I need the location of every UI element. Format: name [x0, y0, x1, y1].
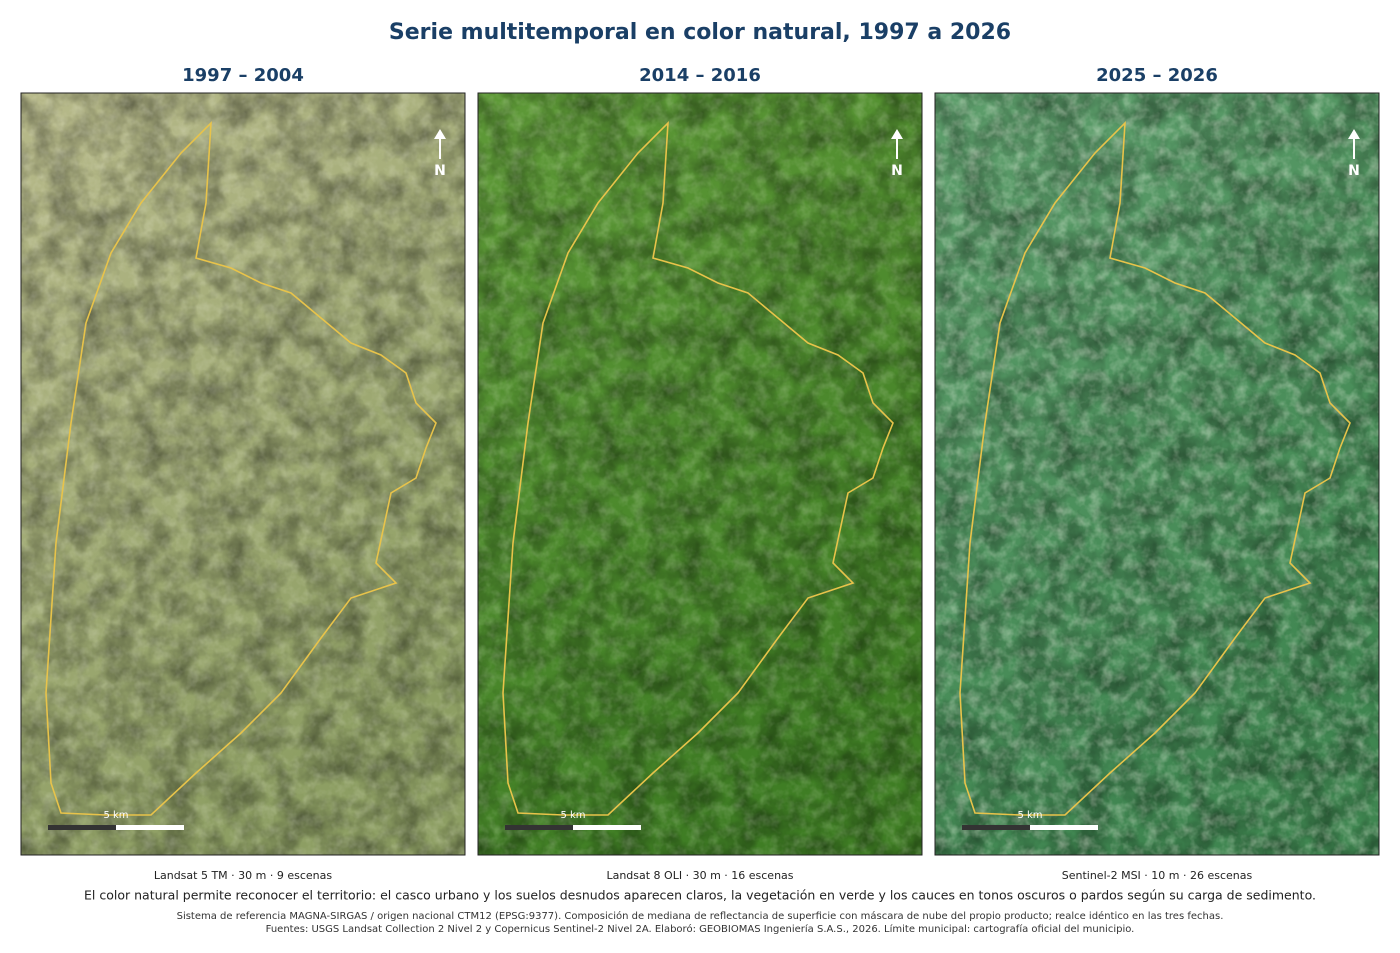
- map-panel: N 5 km: [934, 92, 1380, 856]
- municipal-boundary: [45, 120, 437, 816]
- scale-label: 5 km: [103, 810, 128, 821]
- north-label: N: [1348, 163, 1360, 179]
- panel-title: 2014 – 2016: [639, 65, 761, 86]
- sensor-caption: Landsat 8 OLI · 30 m · 16 escenas: [606, 869, 793, 882]
- scale-label: 5 km: [1017, 810, 1042, 821]
- note: Fuentes: USGS Landsat Collection 2 Nivel…: [266, 923, 1135, 935]
- scale-bar: [116, 825, 184, 830]
- sensor-caption: Sentinel-2 MSI · 10 m · 26 escenas: [1062, 869, 1253, 882]
- municipal-boundary: [502, 120, 894, 816]
- north-arrow-head: [1348, 129, 1360, 139]
- panel-title: 2025 – 2026: [1096, 65, 1218, 86]
- scale-bar: [505, 825, 573, 830]
- panel-title: 1997 – 2004: [182, 65, 304, 86]
- scale-bar: [962, 825, 1030, 830]
- imagery-texture: [21, 93, 465, 855]
- note: Sistema de referencia MAGNA-SIRGAS / ori…: [177, 910, 1224, 922]
- panel-frame: [20, 92, 466, 856]
- sensor-caption: Landsat 5 TM · 30 m · 9 escenas: [154, 869, 333, 882]
- scale-bar: [1030, 825, 1098, 830]
- imagery-texture: [478, 93, 922, 855]
- north-arrow-head: [434, 129, 446, 139]
- scale-bar: [573, 825, 641, 830]
- north-label: N: [891, 163, 903, 179]
- panel-frame: [477, 92, 923, 856]
- scale-label: 5 km: [560, 810, 585, 821]
- municipal-boundary: [959, 120, 1351, 816]
- description: El color natural permite reconocer el te…: [84, 888, 1316, 903]
- north-arrow-head: [891, 129, 903, 139]
- panel-frame: [934, 92, 1380, 856]
- imagery-texture: [935, 93, 1379, 855]
- scale-bar: [48, 825, 116, 830]
- map-panel: N 5 km: [20, 92, 466, 856]
- map-panel: N 5 km: [477, 92, 923, 856]
- figure-title: Serie multitemporal en color natural, 19…: [389, 20, 1011, 45]
- north-label: N: [434, 163, 446, 179]
